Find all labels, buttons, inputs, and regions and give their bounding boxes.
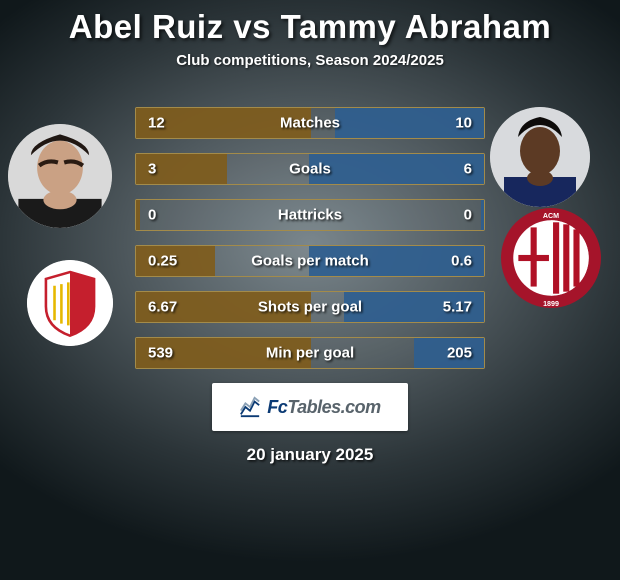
stat-value-right: 205: [447, 345, 472, 362]
stats-table: 12 Matches 10 3 Goals 6 0 Hattricks 0 0.25 Goals p…: [135, 107, 485, 369]
page-subtitle: Club competitions, Season 2024/2025: [0, 52, 620, 69]
stat-row: 3 Goals 6: [135, 153, 485, 185]
stat-value-right: 0.6: [451, 253, 472, 270]
comparison-date: 20 january 2025: [0, 445, 620, 465]
player-right-avatar: [490, 107, 590, 207]
stat-label: Goals: [289, 161, 331, 178]
comparison-card: Abel Ruiz vs Tammy Abraham Club competit…: [0, 0, 620, 580]
stat-row: 6.67 Shots per goal 5.17: [135, 291, 485, 323]
stat-row: 539 Min per goal 205: [135, 337, 485, 369]
stat-label: Min per goal: [266, 345, 354, 362]
svg-text:1899: 1899: [543, 300, 559, 308]
club-right-crest: ACM 1899: [500, 207, 602, 309]
stat-value-left: 539: [148, 345, 173, 362]
stat-value-right: 10: [455, 115, 472, 132]
stat-row: 0 Hattricks 0: [135, 199, 485, 231]
chart-icon: [239, 396, 261, 418]
stat-value-left: 0.25: [148, 253, 177, 270]
stat-value-left: 6.67: [148, 299, 177, 316]
stat-value-right: 0: [464, 207, 472, 224]
stat-row: 0.25 Goals per match 0.6: [135, 245, 485, 277]
stat-value-left: 0: [148, 207, 156, 224]
fctables-watermark: FcTables.com: [212, 383, 408, 431]
stat-label: Shots per goal: [258, 299, 362, 316]
stat-label: Hattricks: [278, 207, 342, 224]
stat-label: Matches: [280, 115, 340, 132]
stat-value-right: 6: [464, 161, 472, 178]
watermark-text: FcTables.com: [267, 397, 380, 418]
stat-row: 12 Matches 10: [135, 107, 485, 139]
stat-bar-right: [481, 200, 485, 230]
player-left-avatar: [8, 124, 112, 228]
club-left-crest: [27, 260, 113, 346]
watermark-brand-rest: Tables.com: [287, 397, 380, 417]
stat-value-left: 3: [148, 161, 156, 178]
watermark-brand-bold: Fc: [267, 397, 287, 417]
stat-label: Goals per match: [251, 253, 369, 270]
stat-value-right: 5.17: [443, 299, 472, 316]
page-title: Abel Ruiz vs Tammy Abraham: [0, 8, 620, 46]
stat-bar-right: [309, 154, 484, 184]
stat-value-left: 12: [148, 115, 165, 132]
stat-bar-left: [136, 200, 140, 230]
svg-text:ACM: ACM: [543, 212, 559, 220]
